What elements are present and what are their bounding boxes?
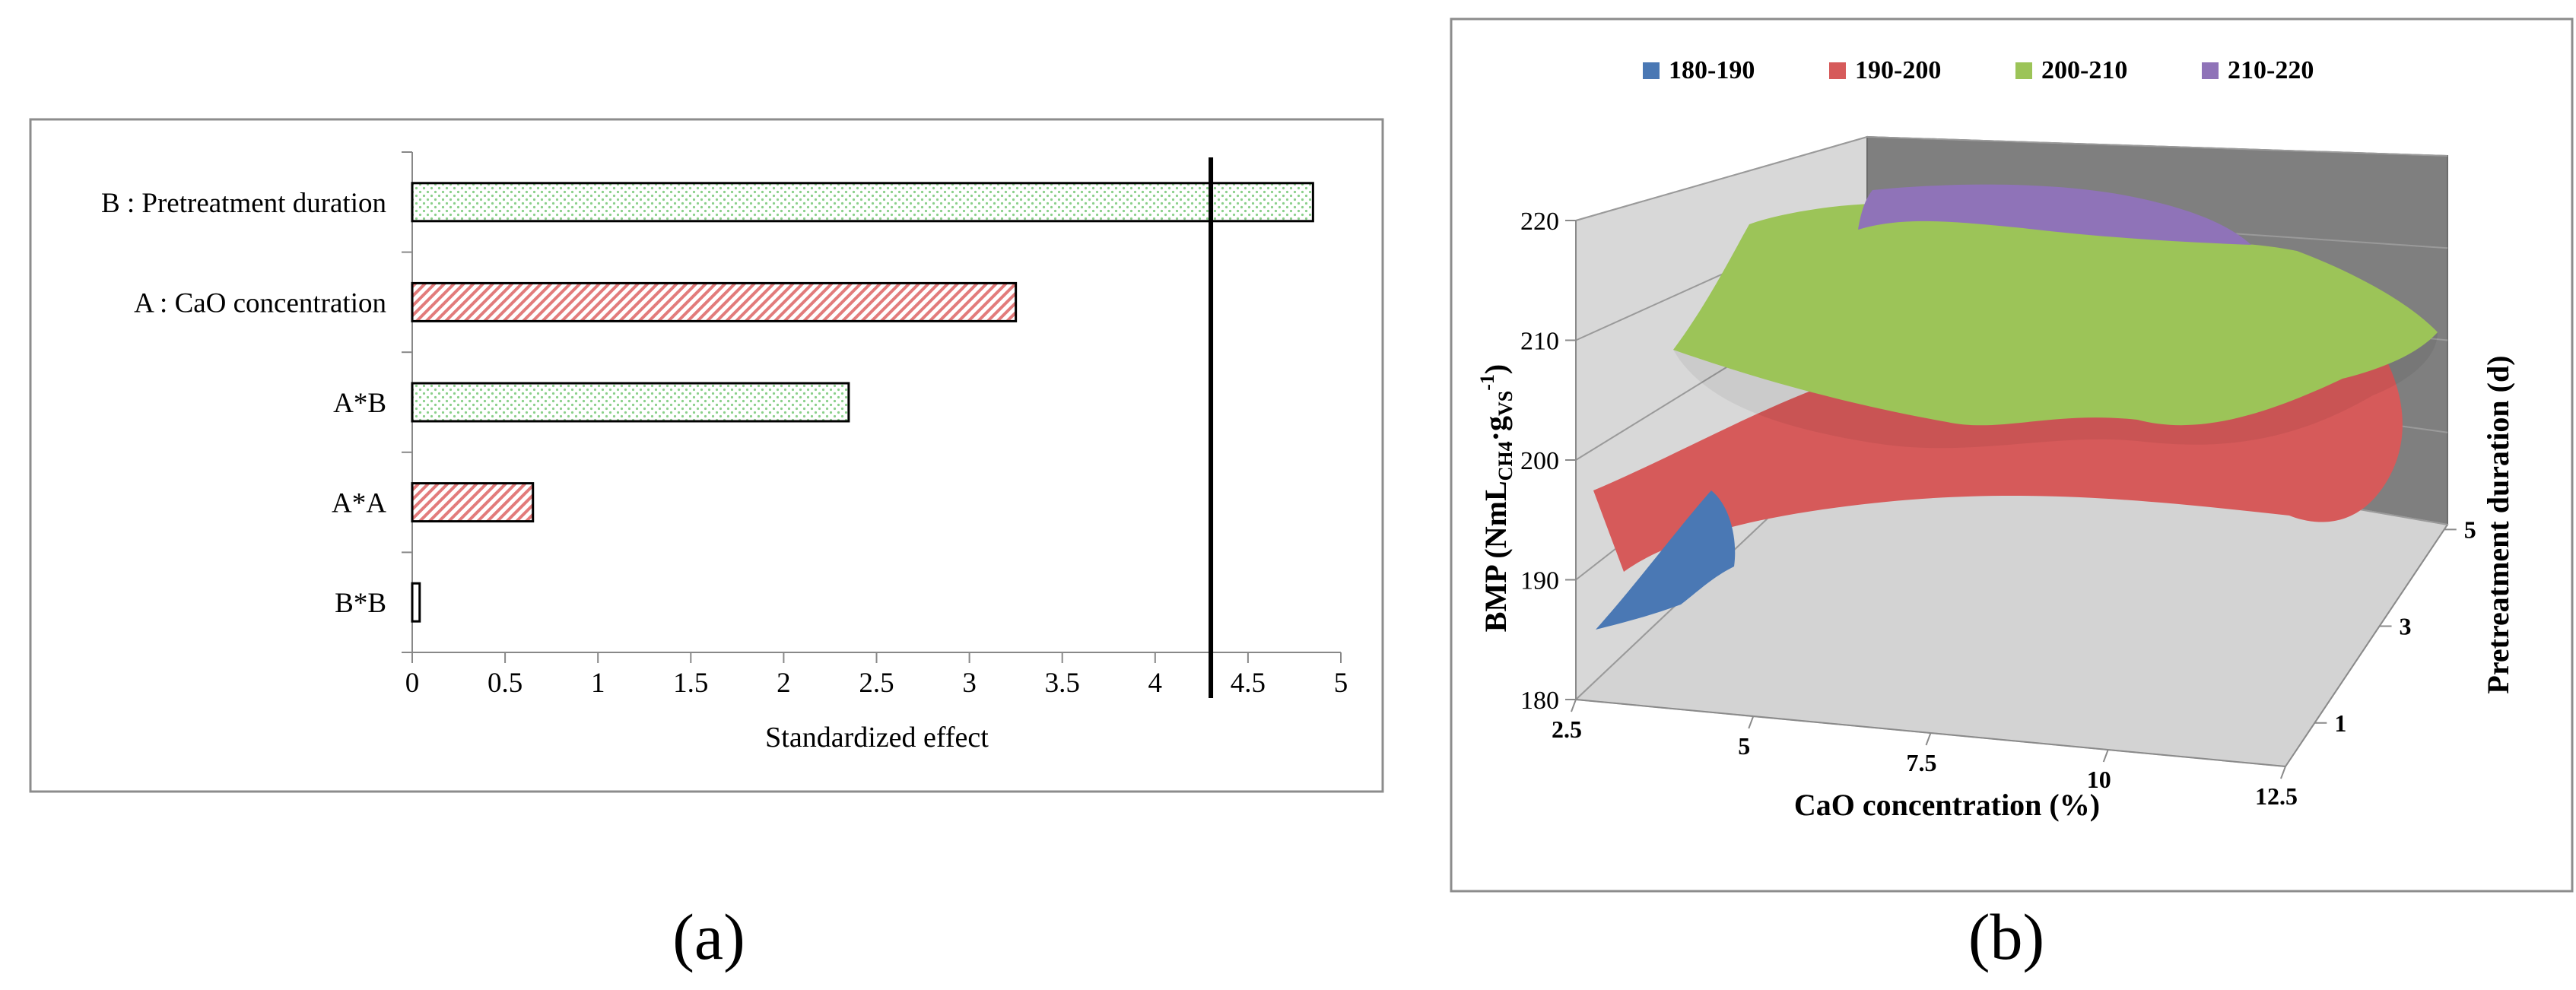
surface-band-180-190 — [1596, 490, 1736, 630]
x-tick — [1925, 732, 1932, 746]
legend-swatch-200-210 — [2015, 62, 2032, 79]
legend-label-200-210: 200-210 — [2041, 56, 2127, 84]
x-tick-label: 10 — [2087, 766, 2111, 793]
x-tick-label: 12.5 — [2255, 782, 2298, 810]
chart-b-x-axis-label: CaO concentration (%) — [1794, 788, 2100, 822]
y-tick-label: 5 — [2464, 516, 2476, 543]
legend-swatch-190-200 — [1829, 62, 1846, 79]
chart-b-y-tick-labels: 1 3 5 — [2314, 516, 2476, 737]
bar-a-a — [411, 482, 535, 523]
x-tick-label: 2 — [777, 668, 791, 699]
x-tick — [2280, 766, 2286, 779]
surface-band-210-220 — [1858, 184, 2251, 245]
bar-b-b — [411, 582, 421, 623]
x-tick-label: 2.5 — [1552, 716, 1582, 743]
bar-a-cao-concentration — [411, 281, 1018, 322]
chart-a-x-axis-label: Standardized effect — [765, 722, 989, 754]
category-label: A : CaO concentration — [134, 287, 386, 319]
z-tick-label: 210 — [1520, 328, 1559, 356]
legend-swatch-210-220 — [2202, 62, 2219, 79]
panel-b-surface-chart: 180-190 190-200 200-210 210-220 180 190 200 21… — [1450, 17, 2574, 893]
x-tick-label: 0.5 — [488, 668, 523, 699]
x-tick — [1748, 716, 1755, 729]
chart-a-axes — [402, 151, 1342, 663]
x-tick — [2102, 749, 2109, 763]
z-tick-label: 190 — [1520, 567, 1559, 595]
x-tick-label: 2.5 — [859, 668, 894, 699]
caption-b: (b) — [1968, 900, 2045, 973]
gridline-z — [1575, 135, 2448, 221]
x-tick-label: 1 — [591, 668, 605, 699]
chart-a-bars — [411, 182, 1314, 623]
x-tick — [1571, 699, 1577, 712]
chart-b-z-tick-labels: 180 190 200 210 220 — [1520, 208, 1559, 715]
x-tick-label: 4.5 — [1231, 668, 1266, 699]
x-tick-label: 1.5 — [673, 668, 708, 699]
x-tick-label: 3 — [962, 668, 977, 699]
panel-a-bar-chart: B : Pretreatment duration A : CaO concent… — [29, 118, 1384, 793]
z-tick-label: 180 — [1520, 687, 1559, 715]
x-tick-label: 5 — [1334, 668, 1348, 699]
chart-a-x-tick-labels: 0 0.5 1 1.5 2 2.5 3 3.5 4 4.5 5 — [405, 668, 1348, 699]
surface-band-200-210 — [1673, 204, 2438, 426]
x-tick-label: 7.5 — [1907, 749, 1937, 776]
chart-a-frame — [29, 118, 1384, 793]
legend-label-190-200: 190-200 — [1855, 56, 1941, 84]
chart-b-y-axis-label: Pretreatment duration (d) — [2481, 355, 2515, 693]
x-tick-label: 0 — [405, 668, 420, 699]
x-tick-label: 4 — [1148, 668, 1163, 699]
y-tick-label: 1 — [2334, 709, 2346, 737]
chart-a-category-labels: B : Pretreatment duration A : CaO concent… — [101, 188, 386, 619]
legend-label-210-220: 210-220 — [2228, 56, 2314, 84]
category-label: A*B — [333, 388, 386, 419]
category-label: B : Pretreatment duration — [101, 188, 386, 219]
z-tick-label: 200 — [1520, 447, 1559, 475]
x-tick-label: 5 — [1738, 732, 1750, 760]
legend-label-180-190: 180-190 — [1669, 56, 1755, 84]
surface-shading — [1673, 332, 2438, 449]
category-label: A*A — [332, 488, 386, 519]
y-axis-line — [2285, 524, 2448, 767]
chart-b-x-tick-labels: 2.5 5 7.5 10 12.5 — [1552, 699, 2298, 810]
z-tick-label: 220 — [1520, 208, 1559, 236]
y-tick-label: 3 — [2400, 613, 2412, 640]
caption-a: (a) — [672, 900, 745, 973]
chart-b-z-axis-label: BMP (NmLCH4·gVS-1) — [1476, 364, 1517, 632]
bar-b-pretreatment-duration — [411, 182, 1314, 223]
chart-b-legend: 180-190 190-200 200-210 210-220 — [1643, 56, 2314, 84]
legend-swatch-180-190 — [1643, 62, 1660, 79]
x-tick-label: 3.5 — [1045, 668, 1080, 699]
category-label: B*B — [335, 588, 386, 619]
bar-a-b — [411, 382, 850, 423]
